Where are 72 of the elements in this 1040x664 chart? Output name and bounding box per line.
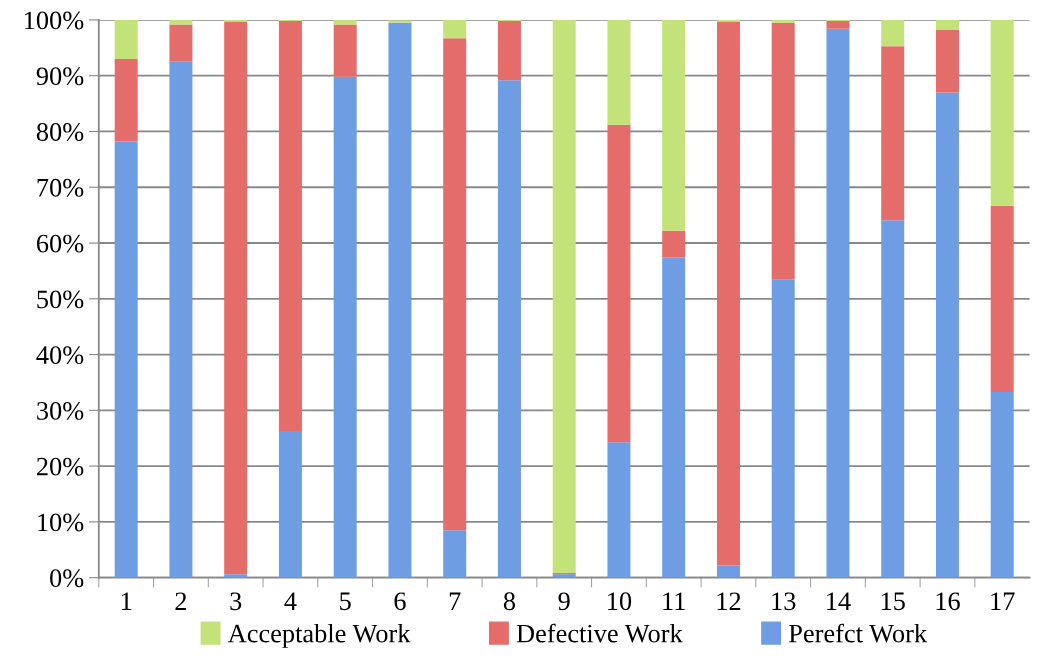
x-tick-label: 12	[717, 592, 741, 610]
bar	[990, 19, 1014, 206]
bar	[443, 530, 467, 578]
bar	[935, 19, 959, 30]
bar	[224, 21, 248, 575]
bar	[443, 38, 467, 531]
bar	[388, 22, 412, 578]
x-tick-label: 14	[827, 592, 851, 610]
legend-label: Acceptable Work	[227, 623, 411, 648]
bar	[443, 19, 467, 39]
x-tick-label: 11	[663, 592, 685, 610]
bar	[497, 21, 521, 81]
y-tick-label: 40%	[36, 346, 84, 365]
bar	[662, 19, 686, 231]
bar	[662, 230, 686, 258]
bar	[497, 80, 521, 578]
x-tick-label: 13	[772, 592, 796, 611]
y-tick-label: 70%	[37, 178, 84, 197]
bar	[278, 430, 302, 578]
y-tick-label: 30%	[37, 401, 84, 420]
x-tick-label: 10	[608, 592, 632, 611]
legend-label: Perefct Work	[789, 623, 928, 643]
bar	[935, 92, 959, 578]
x-tick-label: 2	[175, 592, 187, 610]
bar	[333, 76, 357, 578]
y-tick-label: 50%	[37, 290, 84, 309]
bar	[990, 205, 1014, 392]
x-tick-label: 7	[449, 592, 461, 610]
bar	[826, 21, 850, 29]
y-tick-label: 90%	[36, 67, 84, 86]
bar	[278, 21, 302, 431]
bar	[607, 442, 631, 578]
bar	[114, 141, 138, 578]
x-tick-label: 15	[881, 592, 905, 611]
bar	[716, 565, 740, 578]
bar	[114, 58, 138, 142]
bar	[935, 29, 959, 93]
bar	[169, 24, 193, 62]
bar	[224, 574, 248, 578]
bar	[881, 220, 905, 578]
bar	[771, 22, 795, 280]
bar	[881, 46, 905, 221]
x-tick-label: 16	[936, 592, 960, 611]
bar	[771, 279, 795, 578]
y-tick-label: 10%	[38, 513, 84, 532]
bar	[388, 20, 412, 23]
bar	[169, 61, 193, 578]
y-tick-label: 0%	[50, 569, 84, 588]
x-tick-label: 4	[284, 592, 297, 610]
bar	[771, 19, 795, 23]
bar	[607, 19, 631, 125]
bar	[552, 19, 576, 573]
x-tick-label: 5	[340, 592, 351, 611]
y-tick-label: 60%	[36, 234, 84, 253]
bar	[881, 19, 905, 47]
bar	[990, 391, 1014, 578]
x-tick-label: 3	[230, 592, 242, 611]
bar	[662, 257, 686, 578]
y-tick-label: 100%	[24, 11, 84, 30]
y-tick-label: 20%	[37, 457, 84, 476]
bar	[114, 19, 138, 59]
legend-label: Defective Work	[516, 623, 683, 643]
bar	[716, 21, 740, 566]
bar	[333, 24, 357, 77]
bar	[826, 28, 850, 578]
x-tick-label: 17	[991, 592, 1015, 610]
x-tick-label: 6	[394, 592, 406, 611]
x-tick-label: 8	[503, 592, 516, 611]
x-tick-label: 9	[558, 592, 570, 611]
x-tick-label: 1	[121, 592, 132, 610]
y-tick-label: 80%	[36, 123, 84, 141]
bar	[607, 124, 631, 443]
